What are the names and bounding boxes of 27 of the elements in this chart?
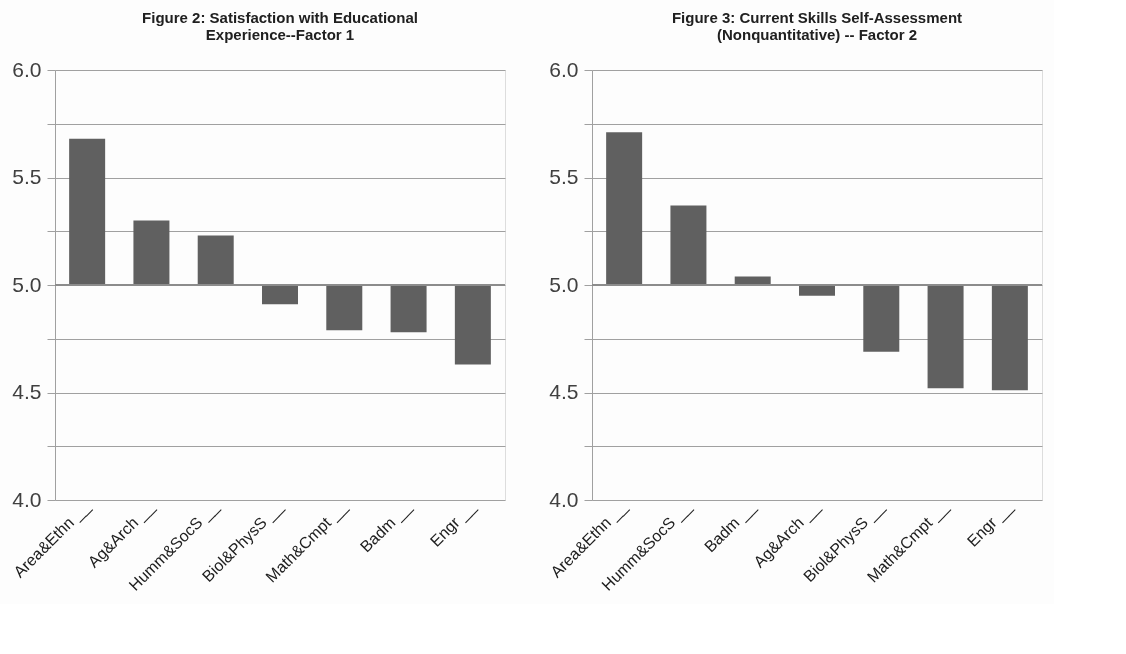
y-tick-label: 4.0 (549, 487, 579, 511)
y-tick-label: 5.0 (549, 272, 579, 296)
y-tick-label: 4.5 (12, 380, 42, 403)
y-tick-label: 6.0 (12, 57, 42, 81)
text: Figure 2: Satisfaction with Educational (142, 9, 418, 26)
bar (799, 285, 835, 296)
text: Experience--Factor 1 (205, 26, 355, 43)
bar (927, 285, 964, 389)
bar (991, 285, 1028, 391)
bar (133, 220, 170, 285)
bar (262, 285, 298, 305)
bar (326, 285, 363, 331)
bar (69, 138, 106, 285)
y-tick-label: 5.5 (549, 165, 579, 188)
bar (670, 205, 707, 285)
y-tick-label: 6.0 (549, 57, 579, 81)
bar (606, 132, 643, 285)
bar (197, 235, 234, 285)
text: Figure 3: Current Skills Self-Assessment (671, 9, 963, 26)
text: (Nonquantitative) -- Factor 2 (716, 26, 918, 43)
y-tick-label: 4.0 (12, 487, 42, 511)
y-tick-label: 5.0 (12, 272, 42, 296)
y-tick-label: 4.5 (549, 380, 579, 403)
bar (390, 285, 427, 333)
bar (863, 285, 900, 352)
y-tick-label: 5.5 (12, 165, 42, 188)
bar (454, 285, 491, 365)
